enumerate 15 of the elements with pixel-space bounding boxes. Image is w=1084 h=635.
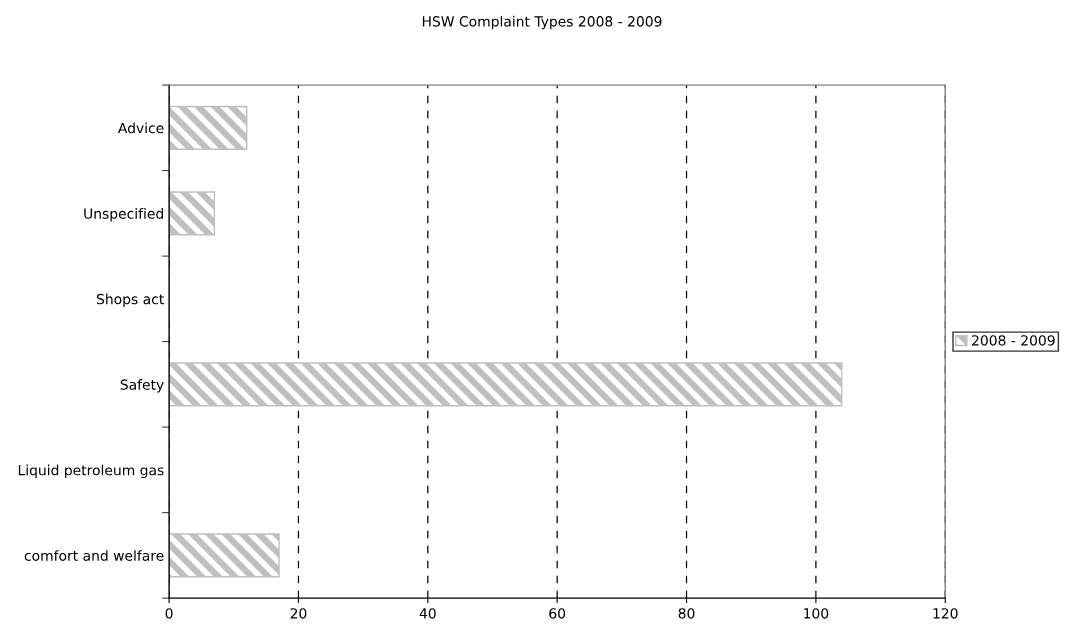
y-tick-label: Liquid petroleum gas: [18, 464, 164, 479]
y-tick-label: comfort and welfare: [24, 550, 164, 561]
x-tick-label: 40: [419, 608, 436, 619]
y-tick-label: Safety: [120, 379, 164, 393]
legend-label: 2008 - 2009: [972, 335, 1055, 346]
x-tick-label: 100: [804, 608, 829, 619]
x-tick-label: 60: [549, 608, 566, 619]
x-tick-label: 0: [165, 608, 173, 619]
x-tick-label: 80: [678, 608, 695, 619]
y-tick-label: Shops act: [96, 293, 164, 308]
y-tick-label: Advice: [118, 122, 164, 134]
chart-title: HSW Complaint Types 2008 - 2009: [422, 15, 662, 30]
y-tick-label: Unspecified: [84, 208, 163, 222]
x-tick-label: 20: [290, 608, 307, 619]
x-tick-label: 120: [933, 608, 958, 619]
